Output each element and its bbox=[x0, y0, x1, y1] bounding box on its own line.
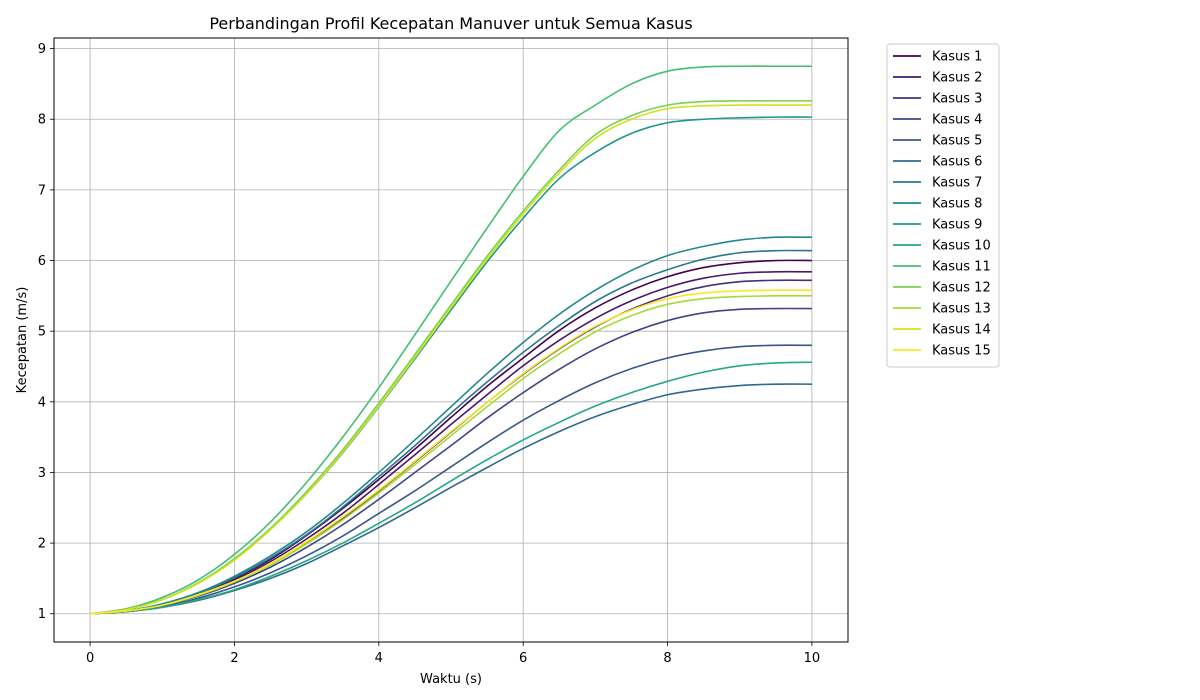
y-axis-label: Kecepatan (m/s) bbox=[15, 287, 30, 394]
legend-entry-label: Kasus 10 bbox=[932, 239, 991, 254]
y-tick-label: 6 bbox=[38, 254, 46, 269]
series-line-kasus-15 bbox=[90, 289, 812, 615]
legend-entry-label: Kasus 12 bbox=[932, 281, 991, 296]
series-line-kasus-5 bbox=[90, 344, 812, 615]
legend-entry-label: Kasus 6 bbox=[932, 155, 982, 170]
series-line-kasus-12 bbox=[89, 100, 812, 615]
legend-entry-label: Kasus 1 bbox=[932, 50, 982, 65]
legend: Kasus 1 Kasus 2 Kasus 3 Kasus 4 Kasus 5 Kasus… bbox=[886, 43, 1000, 368]
plot-frame bbox=[53, 37, 849, 643]
legend-entry-label: Kasus 9 bbox=[932, 218, 982, 233]
y-tick-label: 5 bbox=[38, 325, 46, 340]
x-axis-ticks: 0 2 4 6 8 10 bbox=[86, 642, 820, 666]
legend-entry-label: Kasus 4 bbox=[932, 113, 982, 128]
series-line-kasus-10 bbox=[90, 361, 812, 615]
legend-entry-label: Kasus 15 bbox=[932, 344, 991, 359]
y-axis-ticks: 1 2 3 4 5 6 7 8 9 bbox=[38, 42, 54, 622]
legend-entry-label: Kasus 7 bbox=[932, 176, 982, 191]
x-axis-label: Waktu (s) bbox=[420, 672, 482, 687]
y-tick-label: 4 bbox=[38, 395, 46, 410]
series-group bbox=[89, 65, 812, 615]
x-tick-label: 6 bbox=[519, 651, 527, 666]
chart-title: Perbandingan Profil Kecepatan Manuver un… bbox=[209, 14, 692, 33]
y-tick-label: 9 bbox=[38, 42, 46, 57]
y-tick-label: 7 bbox=[38, 183, 46, 198]
series-line-kasus-2 bbox=[90, 270, 812, 615]
x-tick-label: 4 bbox=[375, 651, 383, 666]
series-line-kasus-14 bbox=[89, 104, 812, 615]
legend-entry-label: Kasus 14 bbox=[932, 323, 991, 338]
legend-entry-label: Kasus 13 bbox=[932, 302, 991, 317]
x-tick-label: 10 bbox=[804, 651, 821, 666]
x-tick-label: 0 bbox=[86, 651, 94, 666]
legend-entry-label: Kasus 11 bbox=[932, 260, 991, 275]
legend-entry-label: Kasus 2 bbox=[932, 71, 982, 86]
x-tick-label: 2 bbox=[230, 651, 238, 666]
y-tick-label: 2 bbox=[38, 537, 46, 552]
series-line-kasus-8 bbox=[90, 236, 812, 615]
y-tick-label: 8 bbox=[38, 113, 46, 128]
y-tick-label: 3 bbox=[38, 466, 46, 481]
series-line-kasus-7 bbox=[90, 249, 812, 615]
series-line-kasus-4 bbox=[90, 307, 812, 615]
x-tick-label: 8 bbox=[663, 651, 671, 666]
y-tick-label: 1 bbox=[38, 607, 46, 622]
series-line-kasus-11 bbox=[89, 65, 812, 615]
legend-entry-label: Kasus 5 bbox=[932, 134, 982, 149]
legend-entry-label: Kasus 8 bbox=[932, 197, 982, 212]
legend-entry-label: Kasus 3 bbox=[932, 92, 982, 107]
